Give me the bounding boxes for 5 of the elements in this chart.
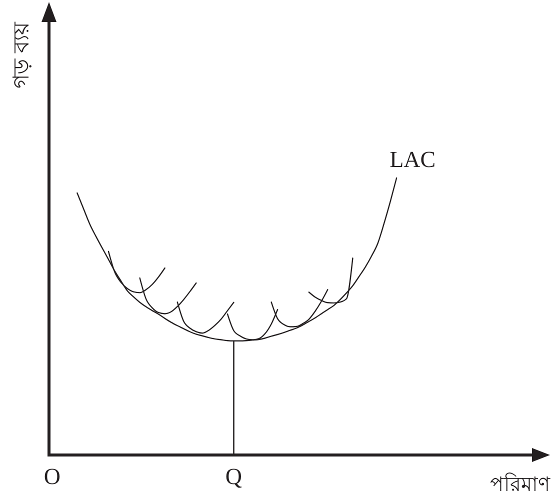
series-label: LAC	[390, 147, 436, 172]
ylabel: গড় ব্যয়	[8, 22, 34, 88]
x-category-label: Q	[225, 464, 242, 489]
xlabel: পরিমাণ	[490, 474, 550, 496]
x-category-label: O	[44, 464, 60, 489]
